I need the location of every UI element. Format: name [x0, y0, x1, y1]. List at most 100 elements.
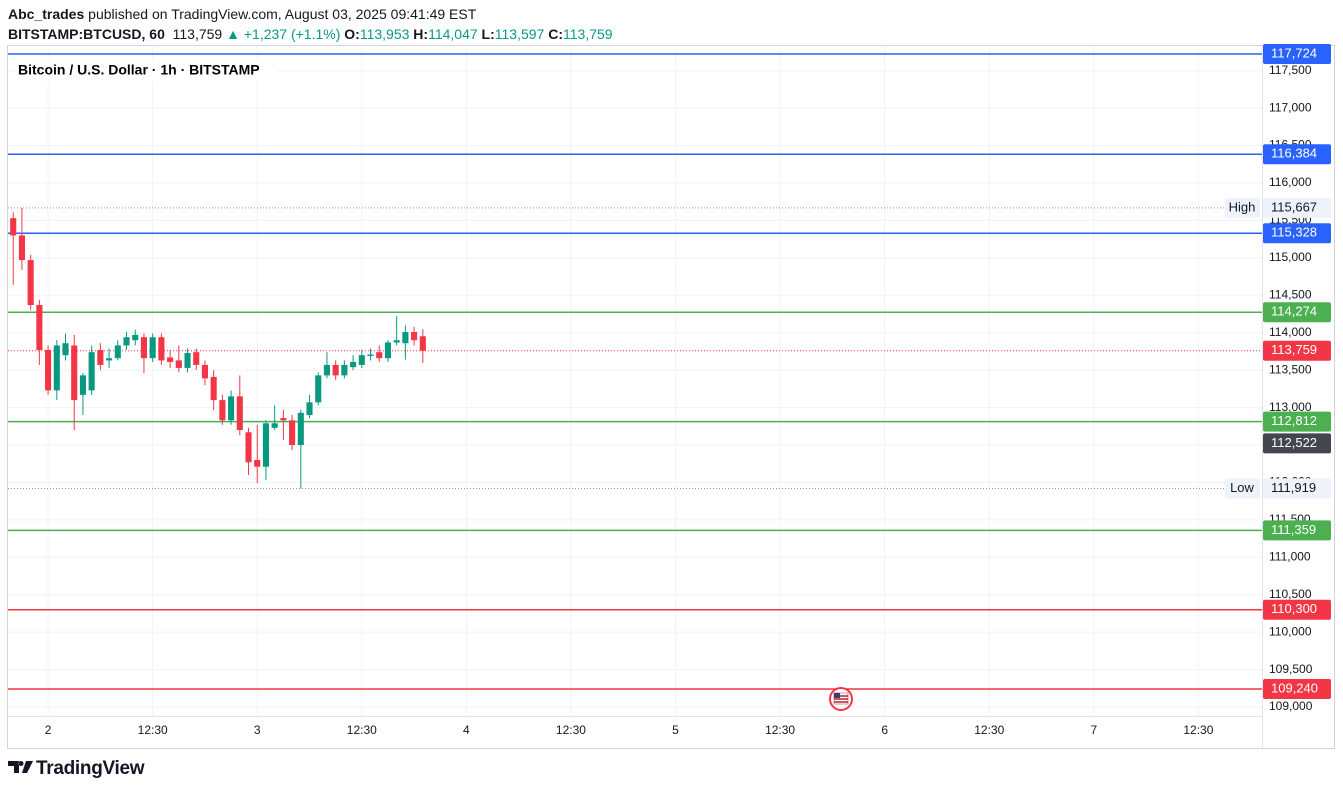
candle-body: [393, 340, 400, 343]
extreme-value-bg: [1263, 197, 1331, 218]
candle-body: [219, 400, 226, 421]
candle-body: [367, 354, 374, 356]
candle-body: [297, 412, 304, 446]
logo-icon: [8, 761, 33, 773]
candle-body: [332, 364, 339, 376]
x-tick-label: 2: [45, 723, 52, 737]
candle-body: [97, 349, 104, 365]
candle-body: [53, 345, 60, 391]
level-label: 115,328: [1271, 225, 1317, 240]
candle-body: [140, 337, 147, 359]
labels: 109,000109,500110,000110,500111,000111,5…: [45, 43, 1331, 737]
x-tick-label: 12:30: [765, 723, 795, 737]
extreme-name-bg: [1225, 478, 1260, 499]
candle-body: [123, 337, 130, 346]
brand: TradingView: [36, 758, 145, 779]
level-label-bg: [1263, 520, 1331, 541]
candle-body: [358, 355, 365, 365]
logo: TradingView: [8, 758, 145, 780]
candle-body: [167, 357, 174, 362]
level-label: 112,812: [1271, 413, 1317, 428]
high-label: H:: [413, 26, 429, 42]
open: 113,953: [359, 26, 410, 42]
high: 114,047: [428, 26, 478, 42]
level-label: 117,724: [1271, 45, 1317, 60]
y-tick-label: 111,000: [1269, 549, 1311, 563]
title-bg: [17, 61, 277, 81]
level-label-bg: [1263, 223, 1331, 244]
candle-body: [184, 352, 191, 368]
low-label: L:: [481, 26, 495, 42]
x-tick-label: 12:30: [1183, 723, 1213, 737]
x-tick-label: 12:30: [974, 723, 1004, 737]
extreme-value: 115,667: [1271, 199, 1317, 214]
y-tick-label: 113,500: [1269, 362, 1312, 376]
level-label: 110,300: [1271, 601, 1317, 616]
low: 113,597: [494, 26, 545, 42]
flag-canton: [834, 693, 840, 698]
candle-body: [254, 459, 261, 467]
x-tick-label: 7: [1090, 723, 1097, 737]
candle-body: [62, 343, 69, 356]
level-label-bg: [1263, 411, 1331, 432]
publish-line: Abc_trades published on TradingView.com,…: [8, 6, 476, 22]
y-tick-label: 117,000: [1269, 100, 1312, 114]
candle-body: [114, 345, 121, 359]
level-label: 114,274: [1271, 304, 1317, 319]
last-price: 113,759: [172, 26, 223, 42]
candle-body: [27, 260, 34, 306]
candle-body: [350, 361, 357, 368]
y-tick-label: 114,500: [1269, 287, 1312, 301]
close: 113,759: [563, 26, 613, 42]
y-tick-label: 114,000: [1269, 325, 1312, 339]
candle-body: [45, 349, 52, 391]
candle-body: [18, 235, 25, 261]
x-tick-label: 6: [881, 723, 888, 737]
x-tick-label: 12:30: [138, 723, 168, 737]
y-tick-label: 113,000: [1269, 400, 1312, 414]
change: ▲ +1,237 (+1.1%): [226, 26, 341, 42]
candle-body: [193, 352, 200, 365]
candle-body: [306, 402, 313, 416]
chart-frame: [7, 45, 1335, 749]
plot: [8, 53, 1262, 690]
candle-body: [262, 423, 269, 467]
candle-body: [106, 358, 113, 361]
candle-body: [158, 337, 165, 361]
candle-body: [149, 337, 156, 359]
extreme-name-bg: [1225, 197, 1260, 218]
candle-body: [36, 305, 43, 350]
extreme-name: High: [1229, 199, 1256, 214]
y-tick-label: 115,000: [1269, 250, 1312, 264]
candle-body: [201, 364, 208, 379]
y-tick-label: 116,000: [1269, 175, 1312, 189]
candle-body: [280, 418, 287, 421]
candle-body: [79, 375, 86, 395]
candle-body: [419, 336, 426, 351]
candle-body: [132, 334, 139, 341]
level-label: 109,240: [1271, 680, 1318, 695]
publish-info: published on TradingView.com, August 03,…: [88, 6, 477, 22]
x-tick-label: 3: [254, 723, 261, 737]
open-label: O:: [344, 26, 360, 42]
candle-body: [245, 432, 252, 463]
level-label: 111,359: [1271, 522, 1316, 537]
level-label: 113,759: [1271, 342, 1317, 357]
level-label-bg: [1263, 340, 1331, 361]
candle-body: [271, 423, 278, 428]
event-flag: [829, 687, 853, 711]
x-tick-label: 4: [463, 723, 470, 737]
level-label-bg: [1263, 599, 1331, 620]
x-tick-label: 12:30: [556, 723, 586, 737]
x-tick-label: 5: [672, 723, 679, 737]
extreme-name: Low: [1230, 480, 1254, 495]
candle-body: [10, 218, 17, 236]
y-tick-label: 109,000: [1269, 699, 1313, 713]
level-label: 116,384: [1271, 146, 1317, 161]
symbol: BITSTAMP:BTCUSD, 60: [8, 26, 165, 42]
candle-body: [323, 364, 330, 376]
level-label-bg: [1263, 433, 1331, 454]
y-tick-label: 110,500: [1269, 587, 1312, 601]
